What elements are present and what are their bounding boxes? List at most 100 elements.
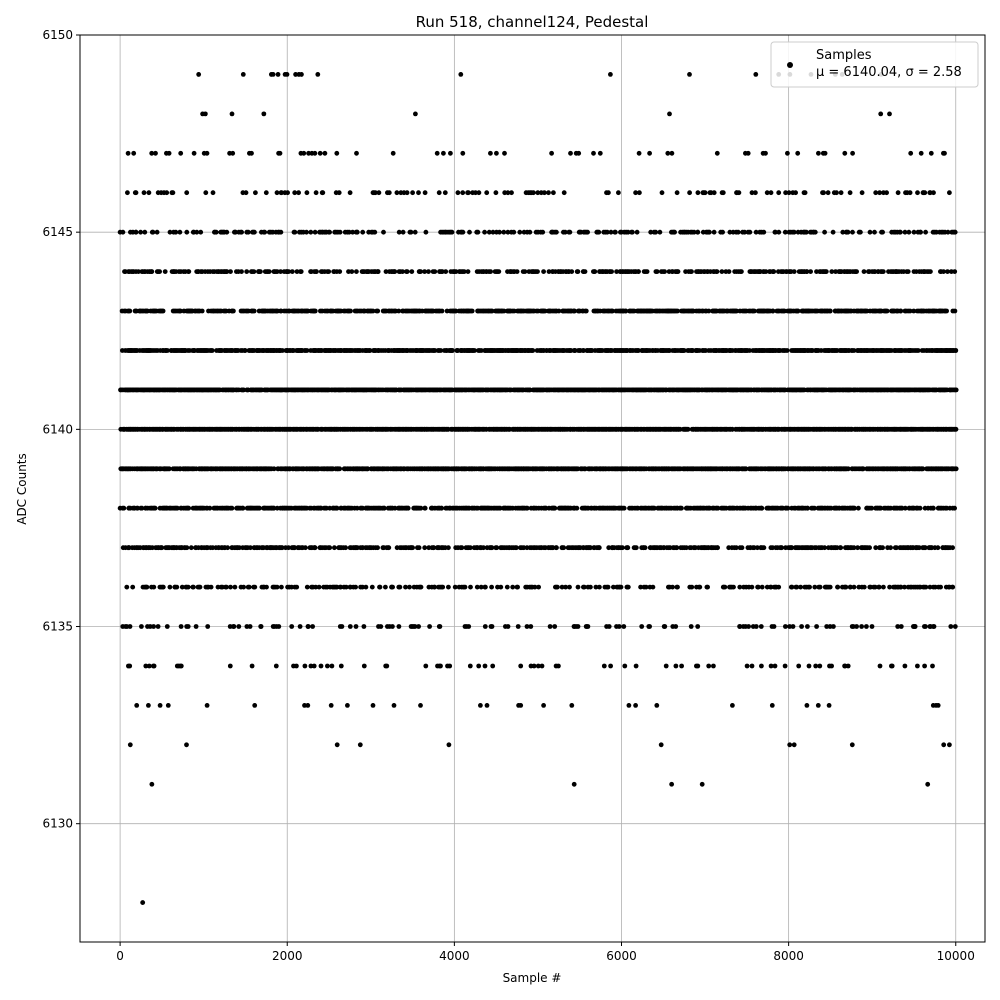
data-point [475,229,481,235]
data-point [413,111,418,117]
data-point [654,269,660,274]
data-point [554,229,559,235]
data-point [372,229,378,235]
data-point [136,269,141,274]
data-point [360,584,365,590]
data-point [418,269,423,274]
data-point [705,584,710,590]
data-point [768,190,774,196]
data-point [761,545,767,551]
data-point [224,229,230,235]
data-point [422,545,428,551]
data-point [452,584,458,590]
data-point [510,584,516,590]
data-point [149,150,155,156]
data-point [467,229,472,235]
data-point [274,269,280,274]
data-point [308,663,314,669]
data-point [469,308,475,314]
data-point [642,545,648,551]
data-point [626,703,632,708]
data-point [315,72,321,77]
data-point [459,545,465,551]
data-point [569,703,575,708]
data-point [416,624,421,629]
data-point [667,111,672,117]
data-point [258,624,264,629]
data-point [699,781,705,787]
data-point [484,703,490,708]
data-point [390,584,395,590]
data-point [224,584,229,590]
data-point [143,663,149,669]
data-point [127,624,133,629]
data-point [630,229,635,235]
data-point [518,703,524,708]
data-point [458,72,464,77]
data-point [432,584,437,590]
data-point [184,545,190,551]
data-point [422,190,428,196]
data-point [771,624,777,629]
data-point [653,229,659,235]
data-point [536,584,541,590]
data-point [384,663,390,669]
data-point [240,72,246,77]
data-point [439,308,445,314]
data-point [241,387,246,393]
data-point [761,229,767,235]
data-point [522,269,528,274]
data-point [711,229,717,235]
data-point [263,190,269,196]
data-point [438,348,444,353]
data-point [334,742,340,748]
data-point [618,584,624,590]
data-point [582,269,588,274]
data-point [405,505,411,511]
data-point [736,190,742,196]
data-point [147,624,153,629]
data-point [251,308,257,314]
data-point [647,624,652,629]
data-point [124,584,130,590]
data-point [246,584,252,590]
data-point [758,624,764,629]
data-point [233,229,238,235]
data-point [753,624,759,629]
data-point [138,229,144,235]
data-point [184,742,189,748]
data-point [659,190,665,196]
data-point [142,229,148,235]
data-point [133,190,139,196]
data-point [679,663,684,669]
data-point [493,190,499,196]
data-point [460,150,466,156]
data-point [349,269,355,274]
data-point [141,190,147,196]
data-point [131,150,137,156]
data-point [476,190,482,196]
data-point [576,150,582,156]
data-point [257,505,262,511]
data-point [695,663,701,669]
data-point [422,505,428,511]
data-point [489,624,495,629]
data-point [396,308,402,314]
data-point [720,229,725,235]
data-point [505,624,511,629]
data-point [203,190,209,196]
data-point [450,348,455,353]
data-point [166,466,172,472]
data-point [149,269,155,274]
data-point [120,229,126,235]
data-point [313,190,319,196]
data-point [278,229,284,235]
data-point [292,190,298,196]
data-point [759,584,765,590]
data-point [596,545,602,551]
data-point [539,663,545,669]
data-point [363,584,369,590]
data-point [165,703,171,708]
data-point [769,703,775,708]
data-point [386,190,392,196]
